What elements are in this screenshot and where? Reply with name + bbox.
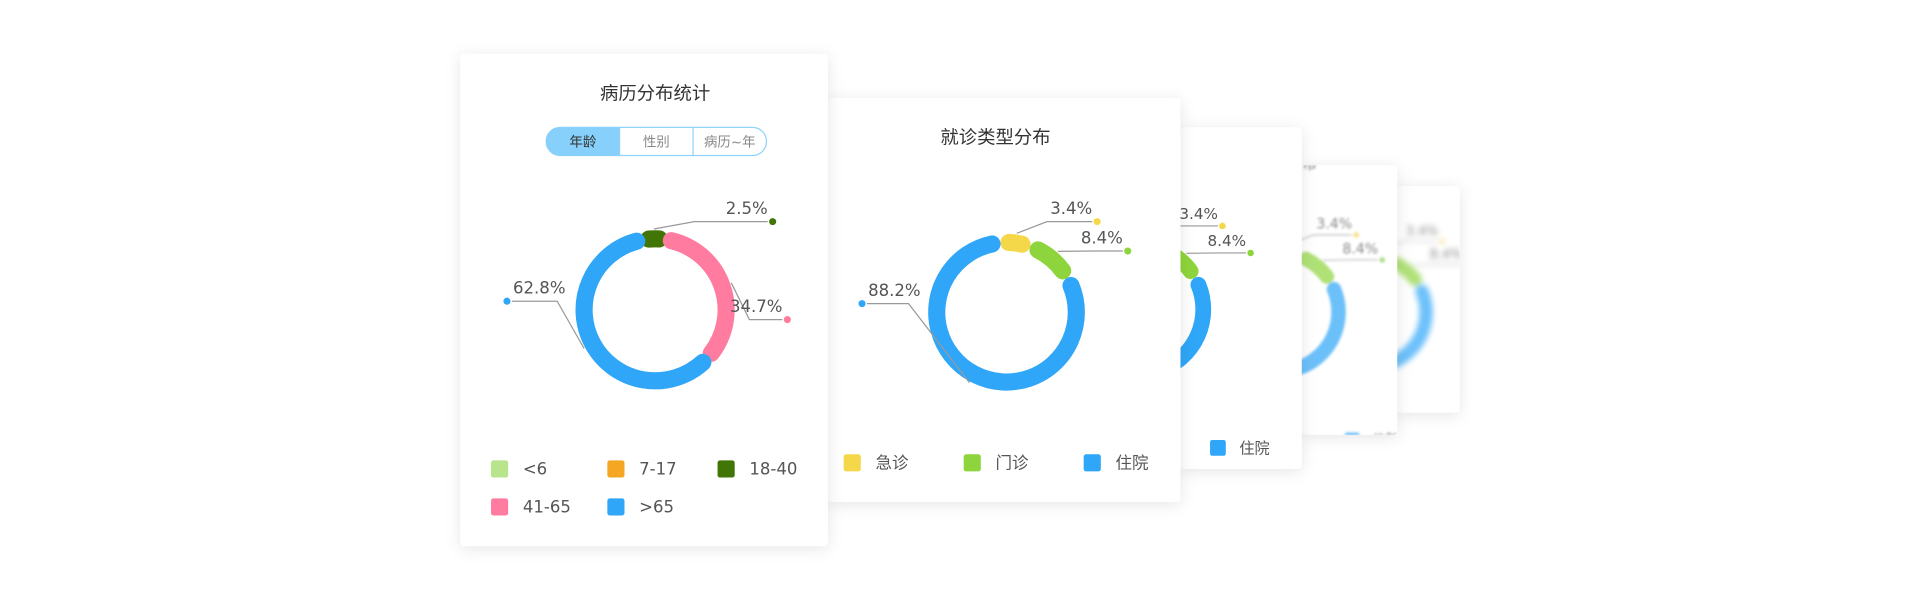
leader-dot [1438, 237, 1447, 246]
value-label: 3.4% [1406, 224, 1439, 239]
value-label: 88.2% [868, 281, 920, 300]
leader-dot [1377, 255, 1387, 265]
leader-line [730, 282, 788, 321]
leader-dot [1351, 230, 1361, 240]
leader-line [506, 300, 585, 349]
donut-segment [575, 232, 712, 390]
legend-label: 41-65 [523, 498, 571, 517]
legend-swatch [491, 460, 509, 478]
leader-dot [1092, 216, 1103, 227]
legend-swatch [1344, 432, 1360, 435]
tab-active [546, 127, 620, 156]
leader-line [1016, 221, 1098, 234]
donut-segment [1397, 256, 1423, 287]
donut-segment [1301, 246, 1346, 379]
donut-segment [662, 232, 735, 362]
value-label: 8.4% [1430, 247, 1463, 262]
value-label: 34.7% [730, 297, 782, 316]
tab[interactable]: 病历~年 [704, 135, 756, 151]
donut-segment [928, 235, 1085, 391]
chart-title: 病历分布统计 [600, 83, 710, 104]
value-label: 3.4% [1050, 199, 1092, 218]
chart-title: 就诊类型分布 [1223, 155, 1317, 173]
leader-dot [1245, 248, 1256, 258]
legend-swatch [843, 454, 861, 472]
legend-label: 住院 [1116, 454, 1149, 473]
leader-line [653, 221, 773, 230]
donut-segment [1180, 238, 1212, 382]
leader-dot [767, 216, 778, 227]
value-label: 8.4% [1081, 228, 1123, 247]
legend-swatch [1083, 454, 1101, 472]
legend-label: 住院 [1457, 423, 1483, 438]
legend-label: 住院 [1372, 433, 1400, 449]
leader-dot [1463, 261, 1470, 268]
legend-swatch [607, 460, 625, 478]
value-label: 2.5% [726, 199, 768, 218]
cards: 就诊类型分布 3.4% 8.4% 88.2% 急诊 门诊 住院 就诊类型分布 3.4% 8.4% 8… [460, 53, 1483, 547]
chart-card: 就诊类型分布 3.4% 8.4% 88.2% 急诊 门诊 住院 [843, 127, 1149, 473]
legend-label: 急诊 [876, 454, 910, 473]
card [1180, 127, 1302, 469]
value-label: 62.8% [513, 278, 565, 297]
card [460, 53, 828, 547]
donut-segment [1029, 241, 1072, 280]
legend-label: 18-40 [749, 460, 797, 479]
legend-label: 门诊 [996, 454, 1030, 473]
tab[interactable]: 性别 [643, 135, 670, 151]
tab[interactable]: 年龄 [569, 135, 596, 151]
legend-swatch [717, 460, 735, 478]
value-label: 3.4% [1316, 217, 1352, 233]
card [1301, 165, 1398, 435]
value-label: 8.4% [1342, 241, 1378, 257]
leader-line [862, 303, 970, 384]
value-label: 3.4% [1179, 205, 1218, 223]
value-label: 8.4% [1207, 232, 1246, 250]
leader-dot [857, 298, 868, 309]
card [827, 97, 1181, 503]
legend-label: >65 [639, 498, 674, 517]
leader-line [1180, 225, 1223, 238]
legend-swatch [1210, 439, 1226, 456]
leader-dot [782, 314, 793, 325]
legend-swatch [491, 498, 509, 516]
leader-line [1397, 240, 1443, 252]
chart-title: 就诊类型分布 [940, 127, 1050, 148]
leader-line [1301, 234, 1357, 246]
legend-label: 住院 [1239, 439, 1269, 457]
legend-swatch [963, 454, 981, 472]
leader-dot [1122, 246, 1133, 257]
leader-dot [501, 296, 512, 307]
donut-segment [1301, 251, 1335, 284]
legend-label: 7-17 [639, 460, 676, 479]
legend-swatch [607, 498, 625, 516]
donut-segment [1180, 244, 1199, 280]
leader-dot [1217, 221, 1228, 231]
donut-segment [1397, 252, 1433, 374]
legend-label: <6 [523, 460, 547, 479]
donut-segment [1000, 233, 1031, 253]
legend-swatch [1432, 423, 1445, 436]
